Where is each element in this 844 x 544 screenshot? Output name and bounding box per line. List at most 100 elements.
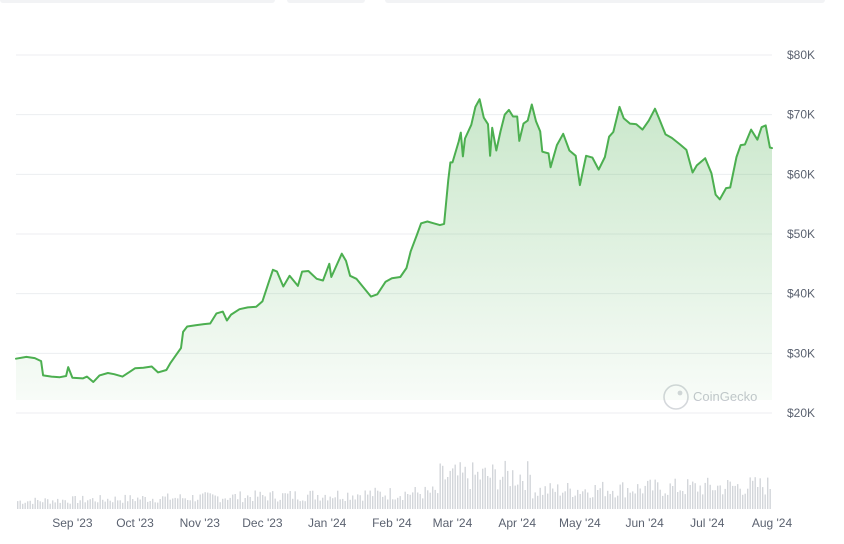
volume-bar — [422, 498, 424, 509]
volume-bar — [102, 499, 104, 509]
volume-bar — [622, 482, 624, 509]
volume-bar — [509, 486, 511, 509]
volume-bar — [114, 496, 116, 509]
volume-bar — [659, 489, 661, 509]
volume-bar — [442, 465, 444, 509]
volume-bar — [244, 498, 246, 509]
volume-bar — [189, 500, 191, 509]
volume-bar — [547, 493, 549, 509]
volume-bar — [644, 485, 646, 509]
x-tick-label: Jul '24 — [690, 516, 725, 530]
toolbar-edge-2 — [287, 0, 365, 3]
volume-bar — [394, 499, 396, 509]
volume-bar — [267, 500, 269, 509]
volume-bar — [274, 498, 276, 509]
volume-bar — [592, 497, 594, 509]
volume-bar — [454, 464, 456, 509]
volume-bar — [89, 499, 91, 509]
y-tick-label: $50K — [787, 227, 815, 241]
volume-bar — [292, 498, 294, 509]
volume-bar — [479, 479, 481, 509]
y-axis: $80K $70K $60K $50K $40K $30K $20K — [787, 48, 815, 420]
volume-bar — [449, 470, 451, 509]
volume-bar — [397, 497, 399, 509]
volume-bar — [502, 476, 504, 509]
volume-bar — [417, 492, 419, 509]
volume-bar — [107, 498, 109, 509]
volume-bar — [117, 500, 119, 509]
volume-bar — [317, 495, 319, 509]
volume-bar — [604, 496, 606, 509]
volume-bar — [729, 481, 731, 509]
y-tick-label: $70K — [787, 108, 815, 122]
price-area — [16, 99, 772, 400]
volume-bar — [447, 477, 449, 509]
volume-bar — [744, 493, 746, 509]
volume-bar — [344, 501, 346, 509]
x-tick-label: Oct '23 — [116, 516, 154, 530]
volume-bar — [362, 500, 364, 509]
volume-bar — [177, 498, 179, 509]
volume-bar — [444, 479, 446, 509]
volume-bar — [412, 492, 414, 509]
volume-bar — [424, 486, 426, 509]
volume-bar — [477, 471, 479, 509]
volume-bar — [52, 500, 54, 509]
volume-bar — [769, 489, 771, 509]
volume-bar — [652, 490, 654, 509]
volume-bar — [54, 502, 56, 509]
volume-bar — [489, 477, 491, 509]
volume-bar — [624, 497, 626, 509]
toolbar-edge-1 — [0, 0, 275, 3]
volume-bar — [77, 503, 79, 509]
volume-bar — [419, 494, 421, 509]
volume-bar — [132, 499, 134, 509]
volume-bar — [262, 495, 264, 509]
volume-bar — [239, 491, 241, 509]
volume-bar — [594, 485, 596, 509]
volume-bar — [617, 495, 619, 509]
volume-bar — [754, 477, 756, 509]
volume-bar — [472, 462, 474, 509]
x-tick-label: Dec '23 — [242, 516, 283, 530]
volume-bar — [469, 489, 471, 509]
volume-bar — [534, 492, 536, 509]
volume-bar — [69, 503, 71, 509]
x-tick-label: Jun '24 — [625, 516, 664, 530]
volume-bar — [674, 478, 676, 509]
volume-bar — [212, 494, 214, 509]
volume-bar — [584, 489, 586, 509]
volume-bar — [627, 488, 629, 509]
volume-bar — [372, 496, 374, 509]
volume-bar — [704, 482, 706, 509]
volume-bar — [542, 494, 544, 509]
volume-bar — [17, 501, 19, 509]
volume-bar — [524, 490, 526, 509]
volume-bar — [484, 467, 486, 509]
volume-bar — [49, 503, 51, 509]
volume-bar — [74, 496, 76, 509]
volume-bar — [614, 497, 616, 509]
volume-bar — [709, 484, 711, 509]
volume-bar — [427, 490, 429, 509]
volume-bar — [324, 494, 326, 509]
volume-bar — [669, 483, 671, 509]
volume-bar — [757, 487, 759, 509]
volume-bar — [599, 488, 601, 509]
volume-bar — [632, 491, 634, 509]
volume-bar — [749, 477, 751, 509]
volume-bar — [694, 483, 696, 509]
volume-bar — [59, 502, 61, 509]
volume-bar — [207, 492, 209, 509]
volume-bar — [582, 491, 584, 509]
volume-bar — [219, 502, 221, 509]
y-tick-label: $30K — [787, 346, 815, 360]
price-area-fill — [16, 99, 772, 400]
y-tick-label: $60K — [787, 167, 815, 181]
volume-bar — [519, 474, 521, 509]
volume-bar — [234, 494, 236, 509]
volume-bar — [712, 490, 714, 509]
volume-bar — [522, 481, 524, 509]
volume-bar — [539, 487, 541, 509]
